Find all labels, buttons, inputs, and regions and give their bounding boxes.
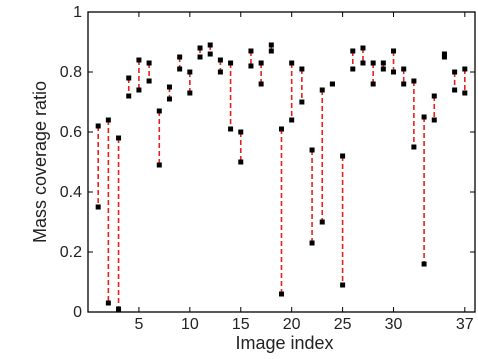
x-tick-label: 5 [134, 316, 143, 333]
low-marker [411, 144, 417, 150]
high-marker [268, 42, 274, 48]
high-marker [197, 45, 203, 51]
y-tick-label: 0 [73, 304, 82, 321]
y-tick-label: 1 [73, 4, 82, 21]
high-marker [126, 75, 132, 81]
y-axis-label: Mass coverage ratio [30, 81, 50, 243]
high-marker [421, 114, 427, 120]
x-axis-label: Image index [235, 333, 333, 353]
low-marker [370, 81, 376, 87]
low-marker [299, 99, 305, 105]
y-tick-label: 0.4 [60, 184, 82, 201]
x-tick-label: 25 [334, 316, 352, 333]
high-marker [146, 60, 152, 66]
low-marker [228, 126, 234, 132]
high-marker [156, 108, 162, 114]
low-marker [350, 66, 356, 72]
low-marker [126, 93, 132, 99]
low-marker [462, 90, 468, 96]
high-marker [217, 57, 223, 63]
low-marker [431, 117, 437, 123]
low-marker [289, 117, 295, 123]
low-marker [258, 81, 264, 87]
low-marker [360, 60, 366, 66]
low-marker [166, 96, 172, 102]
high-marker [105, 117, 111, 123]
high-marker [95, 123, 101, 129]
high-marker [136, 57, 142, 63]
high-marker [370, 60, 376, 66]
high-marker [299, 66, 305, 72]
high-marker [360, 45, 366, 51]
high-marker [340, 153, 346, 159]
high-marker [279, 126, 284, 132]
low-marker [156, 162, 162, 168]
low-marker [146, 78, 152, 84]
high-marker [411, 78, 417, 84]
x-tick-label: 37 [456, 316, 474, 333]
low-marker [116, 306, 122, 312]
high-marker [431, 93, 437, 99]
high-marker [319, 87, 325, 93]
high-marker [380, 60, 386, 66]
low-marker [391, 69, 397, 75]
x-tick-label: 30 [385, 316, 403, 333]
x-tick-label: 10 [181, 316, 199, 333]
high-marker [187, 69, 193, 75]
high-marker [441, 51, 447, 57]
low-marker [279, 291, 284, 297]
high-marker [228, 60, 234, 66]
axis-ticks: 5 10 15 20 25 30 37 0 0.2 0.4 0.6 0.8 1 [60, 4, 475, 333]
low-marker [309, 240, 315, 246]
low-marker [421, 261, 427, 267]
low-marker [340, 282, 346, 288]
high-marker [309, 147, 315, 153]
low-marker [441, 54, 447, 60]
low-marker [197, 54, 203, 60]
low-marker [452, 87, 458, 93]
low-marker [105, 300, 111, 306]
low-marker [319, 219, 325, 225]
low-marker [268, 48, 274, 54]
y-tick-label: 0.2 [60, 244, 82, 261]
plot-frame [87, 11, 476, 313]
high-marker [350, 48, 356, 54]
low-marker [177, 66, 183, 72]
low-marker [401, 81, 407, 87]
y-tick-label: 0.6 [60, 124, 82, 141]
high-marker [166, 84, 172, 90]
high-marker [238, 129, 244, 135]
high-marker [452, 69, 458, 75]
low-marker [95, 204, 101, 210]
high-marker [401, 66, 407, 72]
high-marker [116, 135, 122, 141]
low-marker [380, 66, 386, 72]
high-marker [258, 60, 264, 66]
y-tick-label: 0.8 [60, 64, 82, 81]
low-marker [207, 51, 213, 57]
high-marker [462, 66, 468, 72]
high-marker [207, 42, 213, 48]
low-marker [329, 81, 335, 87]
low-marker [217, 69, 223, 75]
high-marker [289, 60, 295, 66]
low-marker [187, 90, 193, 96]
high-marker [248, 48, 254, 54]
chart-marks [95, 42, 468, 312]
high-marker [177, 54, 183, 60]
low-marker [136, 87, 142, 93]
low-marker [238, 159, 244, 165]
low-marker [248, 63, 254, 69]
high-marker [391, 48, 397, 54]
x-tick-label: 20 [283, 316, 301, 333]
x-tick-label: 15 [232, 316, 250, 333]
